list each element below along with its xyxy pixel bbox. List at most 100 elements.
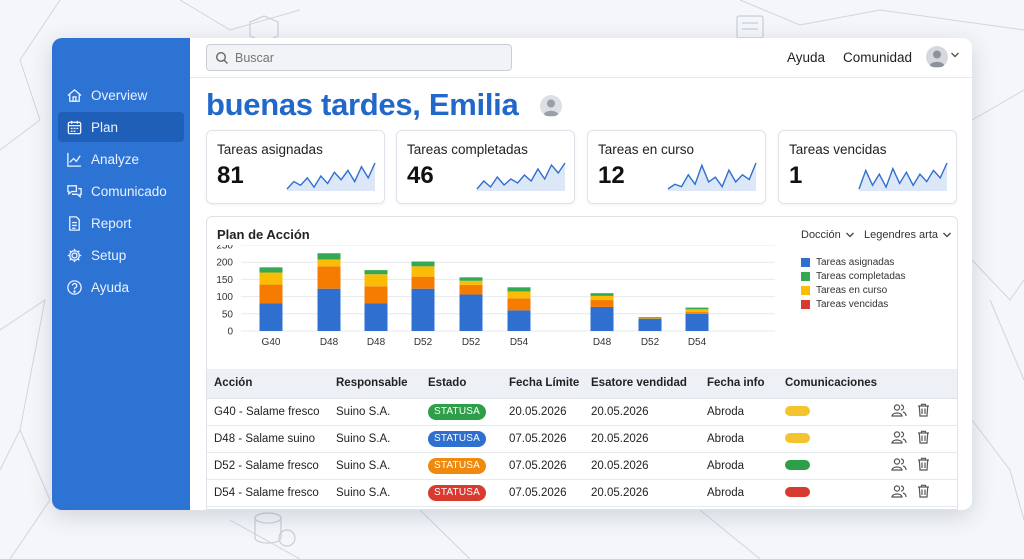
bar-segment[interactable] [317, 288, 341, 331]
bar-segment[interactable] [590, 293, 614, 296]
table-row[interactable]: G40 - Salame fresco Suino S.A. STATUSA 20.0… [207, 398, 957, 426]
bar-segment[interactable] [638, 318, 662, 331]
kpi-card-asignadas[interactable]: Tareas asignadas 81 [206, 130, 385, 204]
bar-segment[interactable] [259, 272, 283, 285]
status-badge[interactable]: STATUSA [428, 457, 486, 474]
kpi-card-vencidas[interactable]: Tareas vencidas 1 [778, 130, 957, 204]
bar-segment[interactable] [590, 300, 614, 307]
bar-segment[interactable] [411, 266, 435, 277]
table-row[interactable]: D52 - Salame fresco Suino S.A. STATUSA 07.0… [207, 452, 957, 480]
search-box[interactable] [206, 44, 512, 71]
communication-status-pill[interactable] [785, 406, 810, 417]
legend-item[interactable]: Tareas completadas [801, 269, 906, 283]
communication-status-pill[interactable] [785, 460, 810, 471]
table-row[interactable]: D48 - Salame suino Suino S.A. STATUSA 07.05… [207, 425, 957, 453]
sidebar-item-ayuda[interactable]: Ayuda [58, 272, 184, 302]
community-link[interactable]: Comunidad [843, 50, 913, 65]
bar-segment[interactable] [590, 306, 614, 331]
bar-segment[interactable] [638, 317, 662, 319]
bar-segment[interactable] [459, 284, 483, 295]
bar-segment[interactable] [459, 277, 483, 281]
kpi-card-completadas[interactable]: Tareas completadas 46 [396, 130, 575, 204]
sidebar-item-report[interactable]: Report [58, 208, 184, 238]
column-header-responsable[interactable]: Responsable [336, 369, 428, 399]
bar-segment[interactable] [638, 318, 662, 319]
bar-segment[interactable] [459, 294, 483, 331]
bar-segment[interactable] [317, 259, 341, 267]
bar-segment[interactable] [259, 303, 283, 331]
bar-segment[interactable] [317, 253, 341, 260]
bar-segment[interactable] [364, 286, 388, 304]
user-avatar[interactable] [926, 46, 948, 68]
bar-segment[interactable] [507, 298, 531, 311]
bar-segment[interactable] [507, 287, 531, 292]
bar-segment[interactable] [411, 288, 435, 331]
cell-responsable: Suino S.A. [336, 398, 428, 426]
column-header-fecha-limite[interactable]: Fecha Límite [509, 369, 591, 399]
sidebar-item-label: Setup [91, 247, 127, 263]
bar-segment[interactable] [685, 313, 709, 331]
sparkline-line [858, 162, 948, 190]
greeting-title: buenas tardes, Emilia [206, 87, 519, 122]
kpi-title: Tareas completadas [407, 142, 528, 157]
column-header-esatore-vendidad[interactable]: Esatore vendidad [591, 369, 707, 399]
dropdown-legend[interactable]: Legendres arta [864, 229, 951, 241]
dropdown-doccion[interactable]: Docción [801, 229, 854, 241]
legend-item[interactable]: Tareas asignadas [801, 255, 906, 269]
bar-segment[interactable] [259, 284, 283, 304]
cell-estado: STATUSA [428, 479, 509, 507]
sidebar-item-overview[interactable]: Overview [58, 80, 184, 110]
legend-label: Tareas completadas [816, 270, 906, 282]
column-header-estado[interactable]: Estado [428, 369, 509, 399]
sidebar-item-plan[interactable]: Plan [58, 112, 184, 142]
sidebar-item-comunicado[interactable]: Comunicado [58, 176, 184, 206]
column-header-comunicaciones[interactable]: Comunicaciones [785, 369, 891, 399]
kpi-card-en-curso[interactable]: Tareas en curso 12 [587, 130, 766, 204]
communication-status-pill[interactable] [785, 487, 810, 498]
users-icon[interactable] [891, 457, 907, 471]
column-header-fecha-info[interactable]: Fecha info [707, 369, 785, 399]
bar-segment[interactable] [317, 266, 341, 289]
bar-segment[interactable] [685, 309, 709, 313]
status-badge[interactable]: STATUSA [428, 484, 486, 501]
greeting-avatar [540, 95, 562, 117]
trash-icon[interactable] [917, 430, 930, 444]
bar-segment[interactable] [507, 291, 531, 299]
bar-segment[interactable] [459, 280, 483, 285]
bar-segment[interactable] [364, 270, 388, 275]
bar-segment[interactable] [685, 307, 709, 310]
sidebar-item-analyze[interactable]: Analyze [58, 144, 184, 174]
table-row[interactable]: D54 - Salame fresco Suino S.A. STATUSA 07.0… [207, 479, 957, 507]
bar-segment[interactable] [364, 274, 388, 287]
bar-segment[interactable] [364, 303, 388, 331]
bar-segment[interactable] [685, 312, 709, 314]
users-icon[interactable] [891, 484, 907, 498]
status-badge[interactable]: STATUSA [428, 403, 486, 420]
trash-icon[interactable] [917, 403, 930, 417]
legend-item[interactable]: Tareas vencidas [801, 297, 906, 311]
legend-item[interactable]: Tareas en curso [801, 283, 906, 297]
search-input[interactable] [235, 50, 485, 65]
sparkline-area [668, 163, 756, 191]
help-link[interactable]: Ayuda [787, 50, 826, 65]
sidebar-item-label: Analyze [91, 151, 140, 167]
bar-segment[interactable] [411, 261, 435, 267]
chevron-down-icon[interactable] [951, 52, 959, 58]
cell-fecha-limite: 07.05.2026 [509, 479, 591, 507]
cell-actions [891, 425, 957, 453]
users-icon[interactable] [891, 403, 907, 417]
column-header-accion[interactable]: Acción [207, 369, 336, 399]
bar-segment[interactable] [411, 276, 435, 289]
trash-icon[interactable] [917, 484, 930, 498]
sidebar-item-setup[interactable]: Setup [58, 240, 184, 270]
status-badge[interactable]: STATUSA [428, 430, 486, 447]
x-tick-label: G40 [262, 337, 281, 348]
legend-swatch [801, 271, 810, 281]
users-icon[interactable] [891, 430, 907, 444]
communication-status-pill[interactable] [785, 433, 810, 444]
bar-segment[interactable] [590, 295, 614, 301]
bar-segment[interactable] [259, 267, 283, 273]
bar-segment[interactable] [507, 310, 531, 331]
trash-icon[interactable] [917, 457, 930, 471]
